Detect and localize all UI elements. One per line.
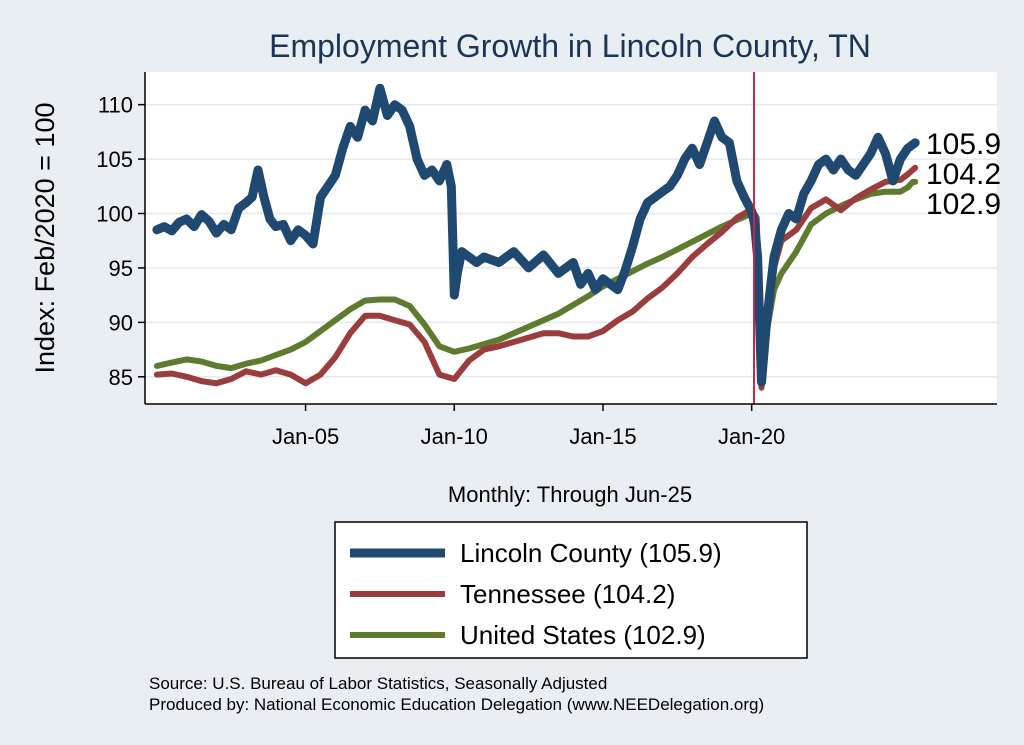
series-line-united-states — [153, 178, 919, 375]
chart-title: Employment Growth in Lincoln County, TN — [269, 28, 871, 64]
end-label-tennessee: 104.2 — [926, 158, 1001, 191]
x-tick-label-Jan-15: Jan-15 — [569, 424, 636, 449]
y-tick-label-95: 95 — [109, 256, 133, 281]
y-tick-label-105: 105 — [96, 147, 133, 172]
y-axis-ticks: 85 90 95 100 105 110 — [96, 93, 145, 390]
legend: Lincoln County (105.9) Tennessee (104.2) U… — [334, 521, 808, 659]
y-tick-label-90: 90 — [109, 310, 133, 335]
series-line-lincoln-county — [152, 83, 920, 387]
x-tick-label-Jan-10: Jan-10 — [421, 424, 488, 449]
y-tick-label-110: 110 — [98, 93, 133, 118]
x-axis-title: Monthly: Through Jun-25 — [448, 482, 692, 507]
series-lines — [152, 83, 920, 391]
y-axis-title: Index: Feb/2020 = 100 — [30, 103, 60, 374]
plot-area — [144, 72, 997, 405]
y-tick-label-85: 85 — [109, 365, 133, 390]
legend-label-united-states: United States (102.9) — [460, 620, 706, 650]
legend-label-lincoln-county: Lincoln County (105.9) — [460, 538, 722, 568]
source-note: Source: U.S. Bureau of Labor Statistics,… — [149, 674, 607, 693]
series-line-tennessee — [153, 164, 919, 391]
end-label-lincoln-county: 105.9 — [926, 128, 1001, 161]
x-tick-label-Jan-05: Jan-05 — [272, 424, 339, 449]
y-tick-label-100: 100 — [96, 202, 133, 227]
legend-label-tennessee: Tennessee (104.2) — [460, 579, 675, 609]
end-label-united-states: 102.9 — [926, 188, 1001, 221]
producer-note: Produced by: National Economic Education… — [149, 695, 764, 714]
x-tick-label-Jan-20: Jan-20 — [718, 424, 785, 449]
x-axis-ticks: Jan-05 Jan-10 Jan-15 Jan-20 — [272, 404, 785, 449]
